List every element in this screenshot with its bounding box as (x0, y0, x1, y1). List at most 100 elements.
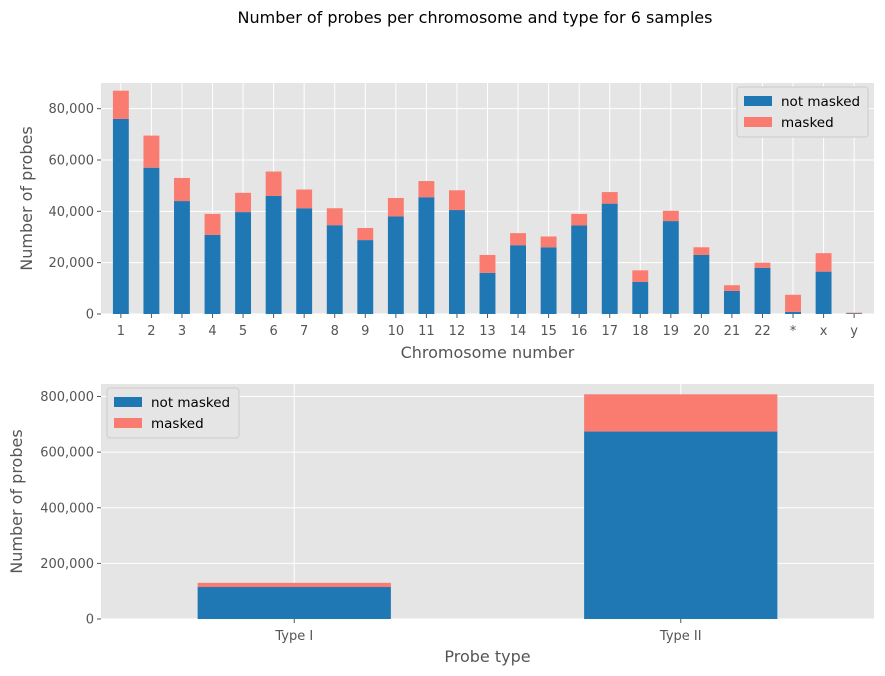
x-tick-label: 17 (601, 324, 618, 339)
bar-not-masked-y[interactable] (846, 313, 863, 314)
x-tick-label: 6 (269, 324, 277, 339)
bar-masked-17[interactable] (601, 192, 618, 204)
bar-not-masked-22[interactable] (754, 267, 771, 314)
x-tick-label: 16 (571, 324, 588, 339)
bar-masked-14[interactable] (510, 233, 526, 246)
bar-not-masked-18[interactable] (632, 281, 649, 314)
bar-not-masked-21[interactable] (723, 290, 740, 314)
legend-swatch-not-masked (114, 397, 142, 407)
bar-masked-7[interactable] (296, 189, 313, 209)
bar-masked-18[interactable] (632, 270, 649, 282)
bar-masked-4[interactable] (204, 213, 221, 235)
x-tick-label: y (850, 324, 858, 339)
bar-masked-x[interactable] (815, 253, 832, 272)
bar-not-masked-19[interactable] (662, 221, 679, 314)
x-tick-label: 4 (208, 324, 216, 339)
bar-not-masked-10[interactable] (387, 216, 404, 314)
y-axis-label: Number of probes (17, 126, 36, 270)
bar-masked-5[interactable] (235, 192, 252, 213)
bar-not-masked-x[interactable] (815, 271, 832, 314)
legend-label-masked: masked (781, 115, 834, 131)
bar-not-masked-20[interactable] (693, 254, 710, 314)
bar-not-masked-2[interactable] (143, 167, 160, 314)
bar-not-masked-Type II[interactable] (584, 431, 778, 619)
bar-masked-20[interactable] (693, 247, 710, 255)
legend-swatch-not-masked (744, 96, 772, 106)
legend-swatch-masked (744, 117, 772, 127)
y-tick-label: 40,000 (49, 205, 95, 220)
x-tick-label: 20 (693, 324, 710, 339)
x-axis-label: Probe type (444, 647, 530, 666)
x-tick-label: 13 (479, 324, 496, 339)
bar-masked-15[interactable] (540, 236, 557, 248)
bar-masked-Type II[interactable] (584, 394, 778, 432)
bar-not-masked-*[interactable] (785, 311, 801, 314)
y-tick-label: 20,000 (49, 256, 95, 271)
y-axis-label: Number of probes (7, 429, 26, 573)
x-tick-label: 7 (300, 324, 308, 339)
x-tick-label: 14 (510, 324, 527, 339)
x-tick-label: 10 (388, 324, 405, 339)
y-tick-label: 0 (86, 613, 94, 628)
bar-not-masked-4[interactable] (204, 234, 221, 314)
bar-masked-13[interactable] (479, 254, 496, 273)
legend-swatch-masked (114, 418, 142, 428)
bar-not-masked-16[interactable] (571, 225, 588, 314)
x-tick-label: x (820, 324, 828, 339)
x-tick-label: 5 (239, 324, 247, 339)
bar-not-masked-11[interactable] (418, 197, 435, 314)
bar-not-masked-17[interactable] (601, 203, 618, 314)
x-axis-label: Chromosome number (401, 343, 575, 362)
y-tick-label: 80,000 (49, 102, 95, 117)
legend-label-not-masked: not masked (781, 94, 860, 110)
bar-masked-11[interactable] (418, 181, 435, 198)
y-tick-label: 600,000 (40, 446, 94, 461)
bar-masked-19[interactable] (662, 210, 679, 222)
x-tick-label: 2 (147, 324, 155, 339)
x-tick-label: 22 (754, 324, 771, 339)
bar-not-masked-8[interactable] (326, 225, 343, 314)
bar-masked-21[interactable] (723, 285, 740, 291)
bar-masked-22[interactable] (754, 262, 771, 268)
bar-not-masked-15[interactable] (540, 247, 557, 314)
figure-title: Number of probes per chromosome and type… (238, 8, 713, 27)
bar-masked-1[interactable] (112, 90, 129, 119)
bar-not-masked-6[interactable] (265, 195, 282, 314)
bar-masked-2[interactable] (143, 135, 160, 168)
bar-not-masked-3[interactable] (174, 201, 190, 314)
bar-masked-12[interactable] (449, 190, 465, 211)
x-tick-label: 9 (361, 324, 369, 339)
x-tick-label: 15 (540, 324, 557, 339)
bar-not-masked-5[interactable] (235, 212, 252, 314)
bar-masked-y[interactable] (846, 312, 863, 314)
bar-not-masked-1[interactable] (112, 118, 129, 314)
bar-masked-3[interactable] (174, 177, 190, 202)
bar-masked-16[interactable] (571, 213, 588, 226)
probe-type-chart: 0 200,000 400,000 600,000 800,000 Type I Type … (7, 384, 874, 666)
y-tick-label: 0 (86, 308, 94, 323)
bar-masked-*[interactable] (785, 294, 801, 312)
x-tick-label: Type II (659, 629, 702, 644)
bar-masked-9[interactable] (357, 228, 374, 241)
x-tick-label: 19 (663, 324, 680, 339)
legend: not masked masked (736, 86, 869, 138)
x-tick-label: * (790, 324, 797, 339)
bar-not-masked-12[interactable] (449, 210, 465, 314)
x-tick-label: 21 (724, 324, 741, 339)
x-tick-label: 3 (178, 324, 186, 339)
x-tick-label: Type I (274, 629, 313, 644)
bar-not-masked-9[interactable] (357, 240, 374, 314)
bar-not-masked-Type I[interactable] (197, 587, 391, 619)
bar-not-masked-13[interactable] (479, 272, 496, 314)
bar-masked-6[interactable] (265, 171, 282, 196)
bar-masked-10[interactable] (387, 197, 404, 217)
x-tick-label: 1 (117, 324, 125, 339)
x-tick-label: 8 (331, 324, 339, 339)
bar-not-masked-7[interactable] (296, 208, 313, 314)
bar-masked-Type I[interactable] (197, 582, 391, 588)
bar-masked-8[interactable] (326, 208, 343, 226)
bar-not-masked-14[interactable] (510, 245, 526, 314)
legend-label-masked: masked (151, 416, 204, 432)
y-tick-label: 200,000 (40, 557, 94, 572)
